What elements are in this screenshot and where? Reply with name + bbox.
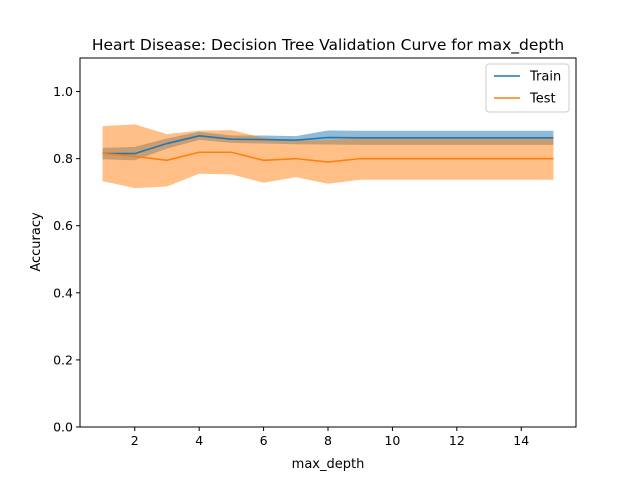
- chart-title: Heart Disease: Decision Tree Validation …: [92, 36, 564, 55]
- test-confidence-band: [102, 124, 554, 189]
- x-axis-ticks: 2 4 6 8 10 12 14: [131, 427, 529, 448]
- x-tick-label: 4: [195, 433, 203, 448]
- y-axis-label: Accuracy: [29, 212, 44, 272]
- x-tick-label: 2: [131, 433, 139, 448]
- confidence-bands: [102, 124, 554, 189]
- y-tick-label: 0.0: [53, 420, 73, 435]
- y-tick-label: 0.8: [53, 151, 73, 166]
- legend-label-test: Test: [529, 92, 556, 107]
- x-tick-label: 12: [449, 433, 465, 448]
- legend: Train Test: [485, 63, 570, 113]
- y-tick-label: 0.2: [53, 352, 73, 367]
- y-tick-label: 1.0: [53, 84, 73, 99]
- y-axis-ticks: 0.0 0.2 0.4 0.6 0.8 1.0: [53, 84, 80, 435]
- y-tick-label: 0.4: [53, 285, 73, 300]
- x-tick-label: 10: [384, 433, 400, 448]
- x-tick-label: 14: [513, 433, 529, 448]
- legend-label-train: Train: [529, 70, 561, 85]
- x-tick-label: 6: [260, 433, 268, 448]
- test-series-line: [102, 151, 554, 163]
- x-tick-label: 8: [324, 433, 332, 448]
- series-lines: [102, 135, 554, 163]
- y-tick-label: 0.6: [53, 218, 73, 233]
- x-axis-label: max_depth: [292, 457, 365, 472]
- train-series-line: [102, 135, 554, 155]
